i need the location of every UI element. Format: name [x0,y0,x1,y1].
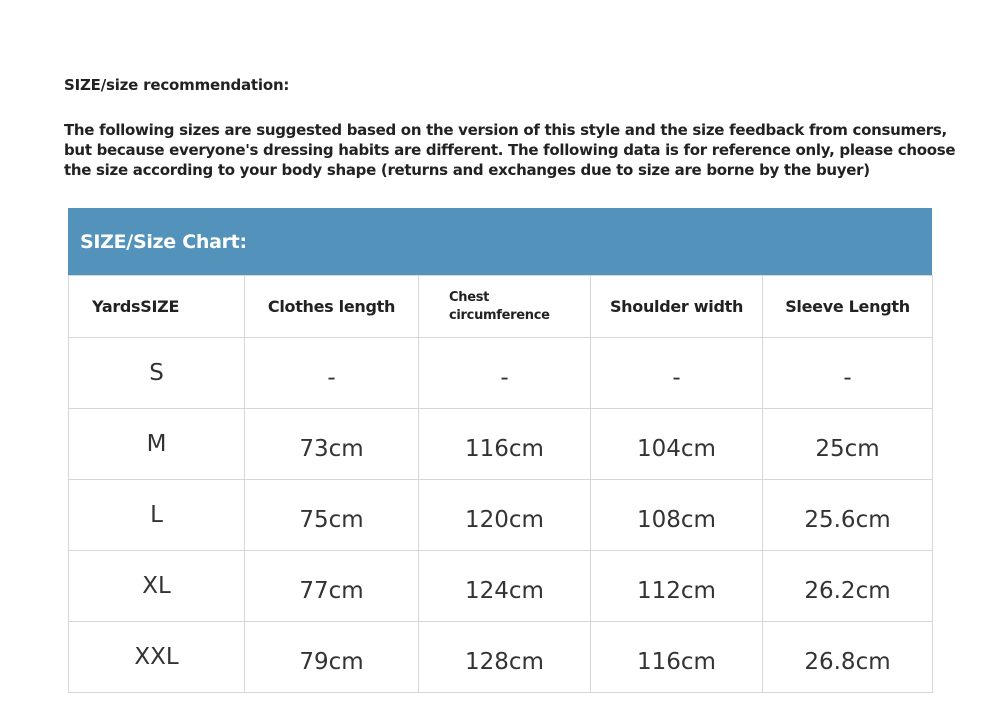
column-header-sleeve-length: Sleeve Length [762,275,933,338]
cell-clothes-length: 77cm [244,550,419,622]
cell-sleeve-length: - [762,337,933,409]
size-table: YardsSIZE Clothes length Chest circumfer… [68,275,933,693]
table-row: XXL 79cm 128cm 116cm 26.8cm [68,621,933,693]
intro-text: The following sizes are suggested based … [64,121,956,179]
size-chart: SIZE/Size Chart: YardsSIZE Clothes lengt… [68,208,933,693]
table-header-row: YardsSIZE Clothes length Chest circumfer… [68,275,933,338]
cell-sleeve-length: 26.2cm [762,550,933,622]
table-row: XL 77cm 124cm 112cm 26.2cm [68,550,933,622]
cell-clothes-length: 79cm [244,621,419,693]
column-header-shoulder-width: Shoulder width [590,275,763,338]
column-header-clothes-length: Clothes length [244,275,419,338]
cell-sleeve-length: 25cm [762,408,933,480]
cell-shoulder-width: 112cm [590,550,763,622]
cell-size: M [68,408,245,480]
cell-shoulder-width: 104cm [590,408,763,480]
table-row: S---- [68,337,933,409]
column-header-chest-circumference: Chest circumference [418,275,591,338]
page-title: SIZE/size recommendation: [64,76,290,94]
cell-size: XXL [68,621,245,693]
cell-chest-circumference: - [418,337,591,409]
cell-sleeve-length: 26.8cm [762,621,933,693]
size-chart-heading: SIZE/Size Chart: [68,208,932,275]
table-row: L 75cm 120cm 108cm 25.6cm [68,479,933,551]
cell-chest-circumference: 128cm [418,621,591,693]
cell-shoulder-width: 108cm [590,479,763,551]
cell-size: S [68,337,245,409]
cell-chest-circumference: 124cm [418,550,591,622]
cell-chest-circumference: 120cm [418,479,591,551]
cell-size: L [68,479,245,551]
column-header-size: YardsSIZE [68,275,245,338]
cell-sleeve-length: 25.6cm [762,479,933,551]
cell-clothes-length: 73cm [244,408,419,480]
cell-clothes-length: - [244,337,419,409]
table-row: M 73cm 116cm 104cm 25cm [68,408,933,480]
cell-size: XL [68,550,245,622]
cell-clothes-length: 75cm [244,479,419,551]
cell-chest-circumference: 116cm [418,408,591,480]
cell-shoulder-width: 116cm [590,621,763,693]
cell-shoulder-width: - [590,337,763,409]
